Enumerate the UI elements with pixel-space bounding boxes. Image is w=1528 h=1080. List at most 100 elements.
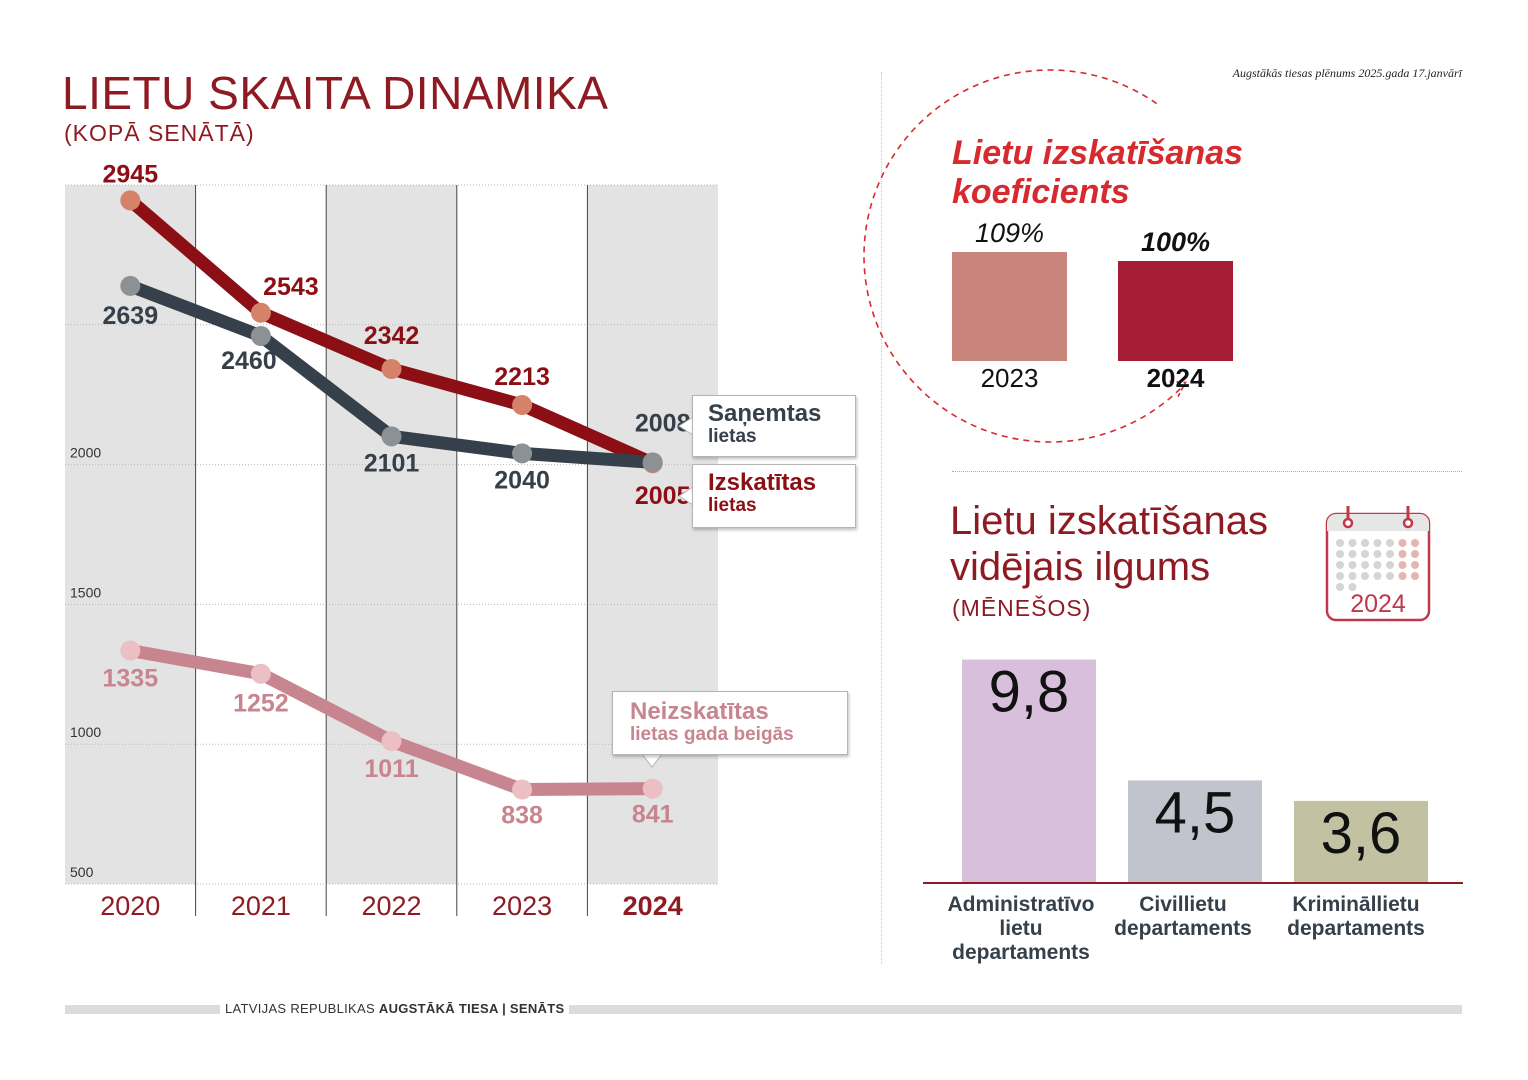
footer-text: LATVIJAS REPUBLIKAS AUGSTĀKĀ TIESA | SEN… <box>220 1001 570 1016</box>
x-tick-label: 2021 <box>231 891 291 921</box>
calendar-day-dot <box>1373 572 1382 580</box>
duration-bar <box>962 659 1096 883</box>
duration-title-line1: Lietu izskatīšanas <box>950 499 1268 543</box>
calendar-day-dot <box>1386 539 1394 547</box>
cases-line-chart: 2000 1500 1000 500 2020 2021 2022 2023 2024 2945 2… <box>65 160 718 921</box>
callout-received: Saņemtas lietas <box>692 395 856 457</box>
footer-org: AUGSTĀKĀ TIESA | SENĀTS <box>378 1001 565 1016</box>
x-tick-label: 2022 <box>361 891 421 921</box>
data-point <box>250 663 271 684</box>
calendar-day-dot <box>1336 539 1344 547</box>
data-label: 2342 <box>364 322 420 350</box>
data-label: 2213 <box>494 363 550 391</box>
duration-bar <box>1128 780 1262 883</box>
callout-line1: Saņemtas <box>708 400 822 427</box>
data-label: 2040 <box>494 466 550 494</box>
coefficient-title-line1: Lietu izskatīšanas <box>952 134 1244 172</box>
y-tick-label: 500 <box>70 864 94 880</box>
callout-line1: Neizskatītas <box>630 698 769 725</box>
calendar-day-dot <box>1336 561 1344 569</box>
duration-category-label: departaments <box>1287 917 1425 940</box>
dashed-arc <box>863 69 1183 443</box>
calendar-ring <box>1342 517 1354 529</box>
data-point <box>120 190 141 211</box>
coefficient-value-label: 109% <box>975 218 1044 248</box>
callout-line2: lietas <box>708 426 757 447</box>
calendar-day-dot <box>1361 561 1369 569</box>
footer-prefix: LATVIJAS REPUBLIKAS <box>225 1001 379 1016</box>
duration-title-line2: vidējais ilgums <box>950 545 1211 589</box>
coefficient-bar-chart: 109% 2023 100% 2024 <box>952 218 1233 393</box>
coefficient-title-line2: koeficients <box>952 173 1130 211</box>
data-label: 2101 <box>364 449 420 477</box>
data-point <box>642 452 663 473</box>
data-label: 1252 <box>233 690 289 718</box>
data-point <box>512 443 533 464</box>
calendar-day-dot <box>1411 572 1419 580</box>
duration-title: Lietu izskatīšanas vidējais ilgums <box>950 498 1268 590</box>
data-label: 2008 <box>635 409 691 437</box>
horizontal-divider <box>952 471 1462 472</box>
page-title: LIETU SKAITA DINAMIKA <box>62 67 609 119</box>
calendar-day-dot <box>1411 561 1419 569</box>
calendar-day-dot <box>1361 550 1369 558</box>
data-point <box>512 395 533 416</box>
coefficient-title: Lietu izskatīšanas koeficients <box>952 134 1243 212</box>
calendar-day-dot <box>1348 539 1357 547</box>
data-point <box>120 640 141 661</box>
calendar-day-dot <box>1361 572 1369 580</box>
calendar-day-dot <box>1373 539 1382 547</box>
calendar-day-dot <box>1373 550 1382 558</box>
data-label: 841 <box>632 801 674 829</box>
calendar-day-dot <box>1398 539 1407 547</box>
data-point <box>250 302 271 323</box>
calendar-day-dot <box>1348 561 1357 569</box>
data-label: 2945 <box>102 160 158 188</box>
calendar-day-dot <box>1386 561 1394 569</box>
calendar-day-dot <box>1398 572 1407 580</box>
duration-category-label: departaments <box>952 941 1090 964</box>
arc-arrowhead <box>1169 380 1187 398</box>
calendar-day-dot <box>1336 572 1344 580</box>
calendar-day-dot <box>1348 572 1357 580</box>
data-label: 838 <box>501 801 543 829</box>
duration-category-label: lietu <box>999 917 1042 940</box>
page-subtitle: (KOPĀ SENĀTĀ) <box>64 120 255 146</box>
duration-value-label: 4,5 <box>1155 780 1236 845</box>
data-point <box>512 779 533 800</box>
callout-line2: lietas gada beigās <box>630 724 794 745</box>
coefficient-value-label: 100% <box>1141 227 1210 257</box>
data-label: 2639 <box>102 302 158 330</box>
x-tick-label: 2020 <box>100 891 160 921</box>
calendar-day-dot <box>1336 583 1344 591</box>
callout-pending: Neizskatītas lietas gada beigās <box>612 691 848 755</box>
footer-bar <box>65 1005 1462 1014</box>
duration-value-label: 3,6 <box>1321 801 1402 866</box>
calendar-day-dot <box>1386 572 1394 580</box>
column-band <box>326 185 457 884</box>
source-note: Augstākās tiesas plēnums 2025.gada 17.ja… <box>1232 66 1462 80</box>
coefficient-year-label: 2023 <box>981 363 1039 393</box>
calendar-year-label: 2024 <box>1350 590 1406 618</box>
x-tick-label: 2024 <box>623 891 683 921</box>
data-point <box>381 426 402 447</box>
calendar-day-dot <box>1398 561 1407 569</box>
duration-category-label: Krimināllietu <box>1292 893 1419 916</box>
data-label: 2460 <box>221 347 277 375</box>
duration-value-label: 9,8 <box>989 660 1070 725</box>
calendar-day-dot <box>1348 583 1357 591</box>
calendar-day-dot <box>1411 550 1419 558</box>
x-tick-label: 2023 <box>492 891 552 921</box>
duration-bar-chart: 9,8Administratīvolietudepartaments4,5Civ… <box>923 659 1463 964</box>
calendar-day-dot <box>1373 561 1382 569</box>
calendar-header <box>1327 514 1429 531</box>
data-point <box>250 325 271 346</box>
calendar-day-dot <box>1361 539 1369 547</box>
calendar-day-dot <box>1348 550 1357 558</box>
coefficient-bar <box>952 252 1067 361</box>
callout-line1: Izskatītas <box>708 469 817 496</box>
callout-reviewed: Izskatītas lietas <box>692 464 856 528</box>
y-tick-label: 1500 <box>70 584 101 600</box>
callout-line2: lietas <box>708 495 757 516</box>
duration-category-label: Administratīvo <box>947 893 1094 916</box>
